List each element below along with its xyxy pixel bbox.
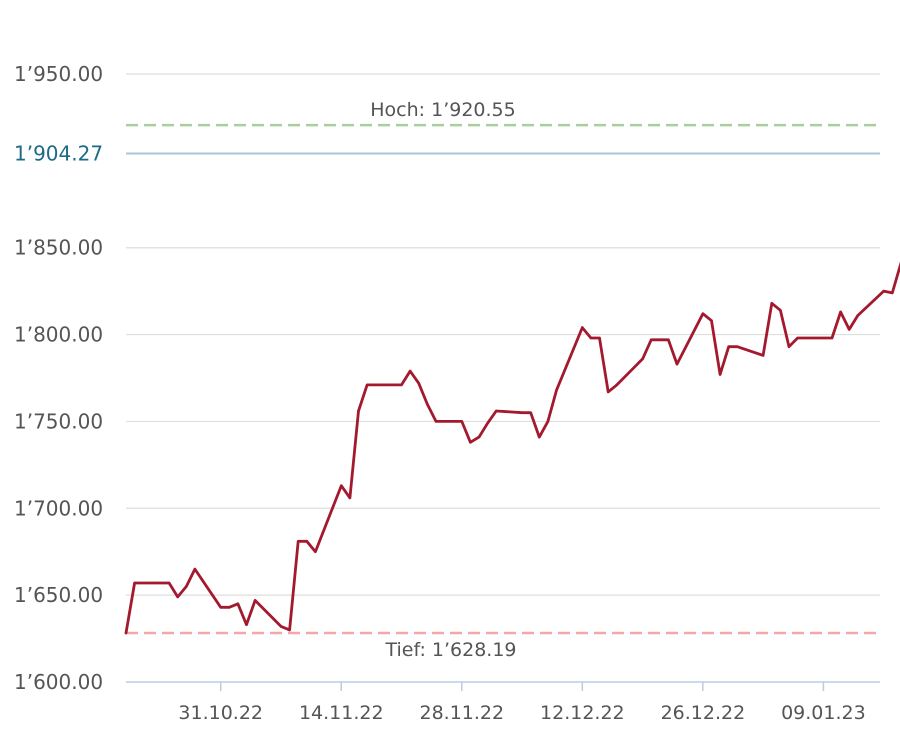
data-point bbox=[426, 402, 429, 406]
data-point bbox=[253, 599, 257, 602]
data-point bbox=[822, 336, 825, 340]
data-point bbox=[245, 623, 248, 626]
data-point bbox=[891, 291, 894, 295]
series-line bbox=[124, 261, 900, 635]
data-point bbox=[650, 338, 653, 341]
data-point bbox=[830, 336, 834, 340]
data-point bbox=[856, 314, 860, 317]
data-point bbox=[133, 581, 136, 585]
data-point bbox=[357, 409, 360, 413]
y-tick-label: 1’850.00 bbox=[14, 236, 103, 260]
data-point bbox=[400, 383, 403, 387]
high-annotation: Hoch: 1’920.55 bbox=[370, 99, 515, 121]
x-tick-label: 12.12.22 bbox=[540, 702, 625, 724]
data-point bbox=[520, 411, 524, 414]
data-point bbox=[297, 540, 300, 543]
data-point bbox=[340, 484, 343, 487]
data-point bbox=[598, 336, 601, 340]
x-tick-label: 28.11.22 bbox=[419, 702, 504, 724]
annotations: Hoch: 1’920.55 Tief: 1’628.19 1’904.27 bbox=[14, 99, 517, 661]
data-point bbox=[555, 388, 558, 392]
x-tick-label: 26.12.22 bbox=[661, 702, 746, 724]
data-point bbox=[848, 328, 851, 331]
data-point bbox=[460, 420, 463, 423]
y-tick-label: 1’750.00 bbox=[14, 409, 103, 433]
x-tick-label: 14.11.22 bbox=[299, 702, 384, 724]
y-axis-labels: 1’600.00 1’650.00 1’700.00 1’750.00 1’800.00… bbox=[14, 62, 103, 694]
data-point bbox=[486, 421, 489, 425]
data-point bbox=[606, 390, 610, 394]
data-point bbox=[176, 595, 179, 599]
data-point bbox=[615, 383, 618, 387]
data-point bbox=[167, 581, 171, 585]
data-point bbox=[538, 435, 541, 439]
y-tick-label: 1’950.00 bbox=[14, 62, 103, 86]
data-point bbox=[305, 540, 309, 543]
y-tick-label: 1’800.00 bbox=[14, 323, 103, 347]
data-point bbox=[417, 382, 420, 385]
data-point bbox=[185, 585, 188, 588]
low-annotation: Tief: 1’628.19 bbox=[384, 639, 516, 661]
data-point bbox=[228, 606, 231, 609]
data-point bbox=[581, 326, 584, 329]
data-point bbox=[408, 369, 412, 373]
data-point bbox=[477, 435, 481, 439]
data-point bbox=[374, 383, 377, 387]
data-point bbox=[761, 354, 765, 357]
series bbox=[124, 261, 900, 635]
x-tick-label: 09.01.23 bbox=[781, 702, 866, 724]
data-point bbox=[710, 319, 713, 322]
x-axis: 31.10.22 14.11.22 28.11.22 12.12.22 26.12.22… bbox=[126, 681, 880, 724]
data-point bbox=[770, 302, 773, 305]
data-point bbox=[882, 289, 885, 293]
data-point bbox=[495, 409, 498, 413]
y-tick-label: 1’650.00 bbox=[14, 583, 103, 607]
data-point bbox=[701, 312, 705, 315]
data-point bbox=[124, 631, 128, 635]
data-point bbox=[736, 345, 739, 348]
data-point bbox=[667, 338, 670, 341]
data-point bbox=[839, 310, 842, 314]
data-point bbox=[796, 336, 799, 340]
data-point bbox=[546, 420, 550, 423]
y-tick-label: 1’600.00 bbox=[14, 670, 103, 694]
data-point bbox=[434, 420, 438, 423]
x-tick-label: 31.10.22 bbox=[178, 702, 263, 724]
data-point bbox=[727, 345, 730, 348]
data-point bbox=[159, 581, 162, 585]
data-point bbox=[279, 625, 283, 628]
data-point bbox=[787, 345, 791, 348]
data-point bbox=[779, 309, 782, 312]
data-point bbox=[288, 628, 291, 632]
data-point bbox=[236, 602, 240, 606]
grid-lines bbox=[126, 73, 880, 596]
y-tick-label: 1’700.00 bbox=[14, 496, 103, 520]
data-point bbox=[469, 441, 472, 444]
data-point bbox=[675, 362, 679, 366]
data-point bbox=[718, 373, 722, 376]
data-point bbox=[193, 567, 197, 571]
data-point bbox=[219, 606, 222, 609]
data-point bbox=[365, 383, 369, 387]
data-point bbox=[658, 338, 662, 341]
current-value-label: 1’904.27 bbox=[14, 141, 103, 165]
data-point bbox=[314, 550, 317, 553]
reference-lines bbox=[126, 123, 880, 635]
data-point bbox=[641, 357, 644, 361]
data-point bbox=[589, 336, 593, 340]
data-point bbox=[348, 496, 352, 500]
data-point bbox=[529, 411, 532, 414]
